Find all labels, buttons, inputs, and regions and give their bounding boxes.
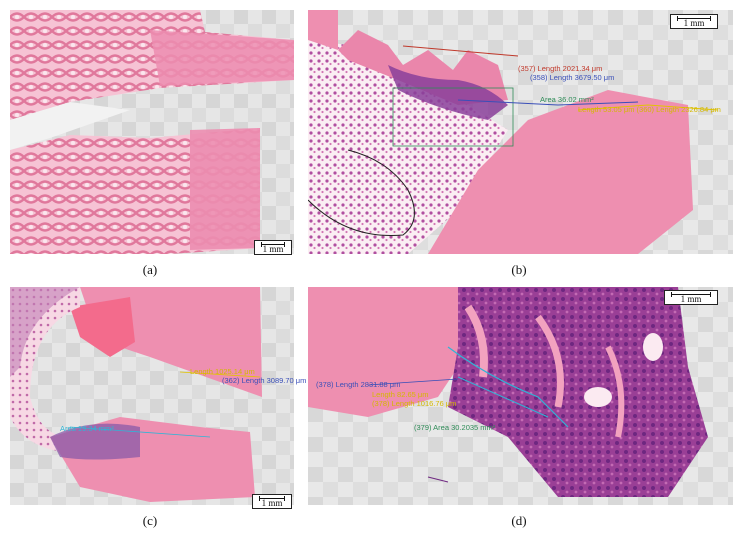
panel-b-length-yellow: Length 53.05 μm (360) Length 2326.84 μm xyxy=(578,105,721,114)
panel-b-micrograph xyxy=(308,10,733,254)
panel-c-micrograph xyxy=(10,287,294,505)
panel-b-scale-label: 1 mm xyxy=(683,18,705,28)
panel-c-scale-label: 1 mm xyxy=(261,498,283,508)
panel-a-micrograph xyxy=(10,10,294,254)
panel-b-area-green: Area 36.02 mm² xyxy=(540,95,594,104)
panel-d-micrograph xyxy=(308,287,733,505)
panel-b-image xyxy=(308,10,733,254)
panel-d-yellow-2: (378) Length 1016.76 μm xyxy=(372,399,457,408)
panel-d-scale-label: 1 mm xyxy=(680,294,702,304)
panel-c-scale-bar: 1 mm xyxy=(252,494,292,509)
panel-d-yellow-1: Length 82.65 μm xyxy=(372,390,429,399)
panel-c-yellow: Length 1025.14 μm xyxy=(190,367,255,376)
panel-d-length-blue: (378) Length 2831.88 μm xyxy=(316,380,401,389)
panel-d-area-green: (379) Area 30.2035 mm² xyxy=(414,423,496,432)
panel-c-image xyxy=(10,287,294,505)
panel-d-caption: (d) xyxy=(511,513,527,528)
panel-d-image xyxy=(308,287,733,505)
panel-b-length-red: (357) Length 2021.34 μm xyxy=(518,64,603,73)
panel-a-image xyxy=(10,10,294,254)
panel-b-length-blue: (358) Length 3679.50 μm xyxy=(530,73,615,82)
panel-c-caption: (c) xyxy=(142,513,158,528)
panel-b-scale-bar: 1 mm xyxy=(670,14,718,29)
panel-c-blue: (362) Length 3089.70 μm xyxy=(222,376,307,385)
panel-a-caption: (a) xyxy=(142,262,158,277)
panel-a-scale-bar: 1 mm xyxy=(254,240,292,255)
panel-c-cyan: Area 19.34 mm² xyxy=(60,424,114,433)
panel-b-caption: (b) xyxy=(511,262,527,277)
panel-d-scale-bar: 1 mm xyxy=(664,290,718,305)
panel-a-scale-label: 1 mm xyxy=(262,244,284,254)
